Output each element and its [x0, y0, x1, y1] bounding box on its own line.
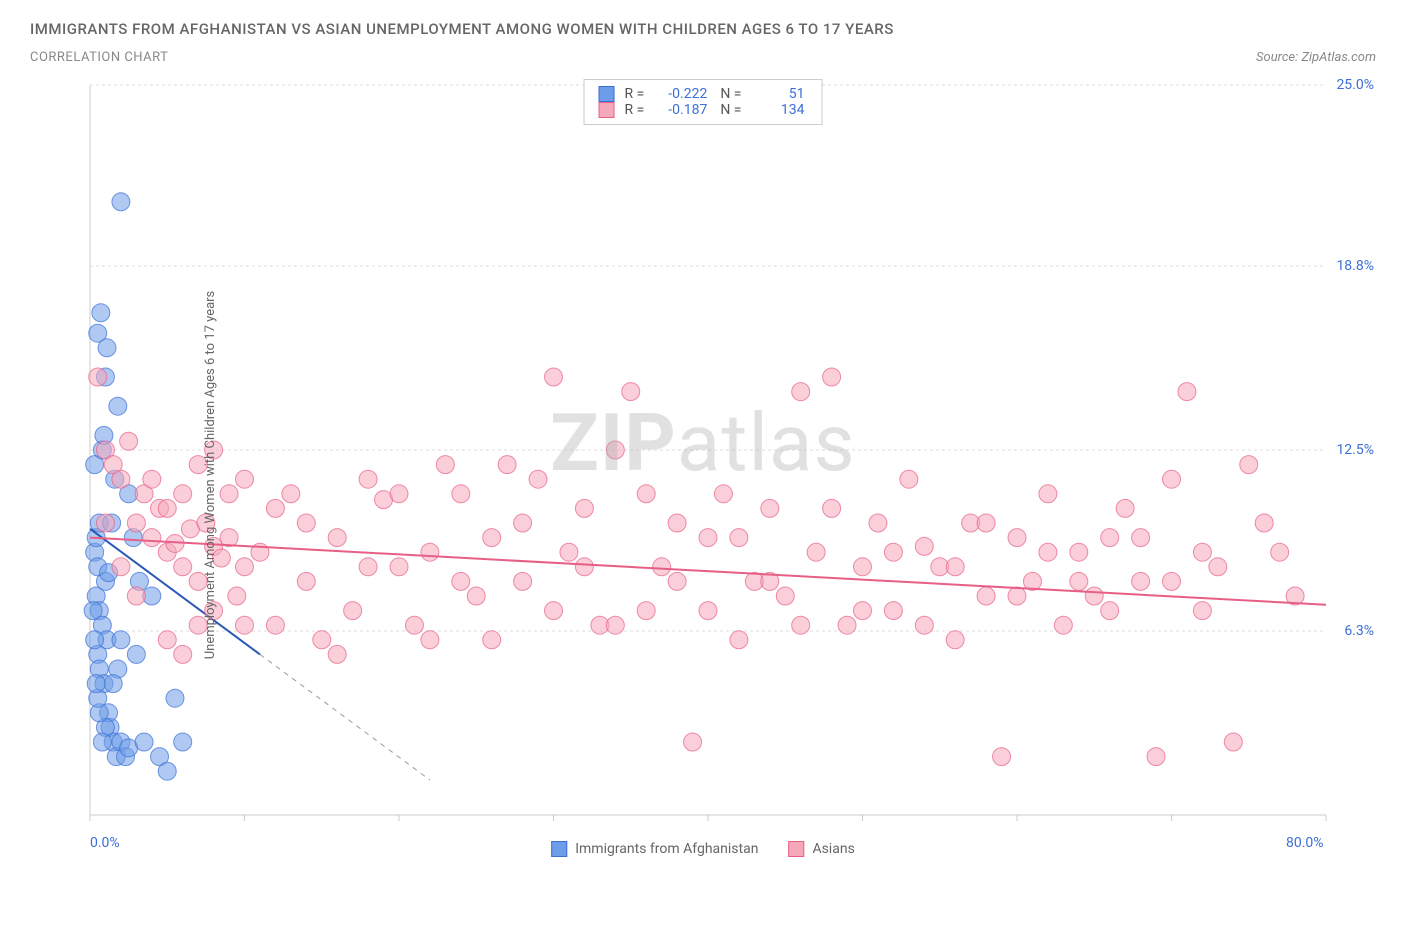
- legend-label: Asians: [812, 841, 854, 857]
- x-axis-min: 0.0%: [90, 835, 120, 851]
- x-axis-max: 80.0%: [1286, 835, 1324, 851]
- scatter-plot: [30, 75, 1376, 875]
- series-legend: Immigrants from Afghanistan Asians: [551, 841, 855, 857]
- y-tick-label: 18.8%: [1336, 258, 1374, 274]
- n-value: 134: [754, 102, 804, 118]
- source: Source: ZipAtlas.com: [1256, 50, 1376, 65]
- legend-swatch: [788, 841, 804, 857]
- r-label: R =: [625, 86, 645, 102]
- legend-item: Asians: [788, 841, 854, 857]
- n-value: 51: [754, 86, 804, 102]
- y-axis-label: Unemployment Among Women with Children A…: [203, 291, 218, 660]
- n-label: N =: [720, 86, 741, 102]
- legend-swatch: [599, 102, 615, 118]
- legend-item: Immigrants from Afghanistan: [551, 841, 758, 857]
- legend-swatch: [599, 86, 615, 102]
- r-value: -0.187: [657, 102, 707, 118]
- stats-legend: R = -0.222 N = 51 R = -0.187 N = 134: [584, 79, 823, 125]
- correlation-chart: Unemployment Among Women with Children A…: [30, 75, 1376, 875]
- y-tick-label: 12.5%: [1336, 442, 1374, 458]
- legend-label: Immigrants from Afghanistan: [575, 841, 758, 857]
- legend-swatch: [551, 841, 567, 857]
- page-title: IMMIGRANTS FROM AFGHANISTAN VS ASIAN UNE…: [30, 20, 1376, 38]
- subtitle: CORRELATION CHART: [30, 50, 168, 65]
- y-tick-label: 25.0%: [1336, 77, 1374, 93]
- r-label: R =: [625, 102, 645, 118]
- r-value: -0.222: [657, 86, 707, 102]
- n-label: N =: [720, 102, 741, 118]
- y-tick-label: 6.3%: [1344, 623, 1374, 639]
